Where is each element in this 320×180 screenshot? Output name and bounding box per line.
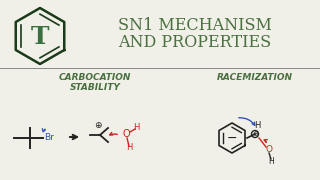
Text: H: H	[133, 123, 139, 132]
Text: O: O	[122, 129, 130, 139]
Text: ⊕: ⊕	[94, 122, 102, 130]
Text: H: H	[254, 120, 260, 129]
Text: −: −	[227, 132, 237, 145]
Text: STABILITY: STABILITY	[69, 83, 120, 92]
Text: ⊕: ⊕	[252, 131, 258, 137]
Text: T: T	[31, 25, 49, 49]
Text: O: O	[266, 145, 273, 154]
Text: RACEMIZATION: RACEMIZATION	[217, 73, 293, 82]
FancyArrowPatch shape	[110, 132, 117, 135]
Text: CARBOCATION: CARBOCATION	[59, 73, 131, 82]
Text: AND PROPERTIES: AND PROPERTIES	[118, 34, 272, 51]
FancyArrowPatch shape	[264, 140, 267, 142]
FancyArrowPatch shape	[239, 118, 255, 125]
FancyArrowPatch shape	[42, 129, 45, 132]
Text: H: H	[268, 156, 274, 165]
Text: H: H	[126, 143, 132, 152]
Text: Br: Br	[44, 134, 54, 143]
Text: SN1 MECHANISM: SN1 MECHANISM	[118, 17, 272, 34]
